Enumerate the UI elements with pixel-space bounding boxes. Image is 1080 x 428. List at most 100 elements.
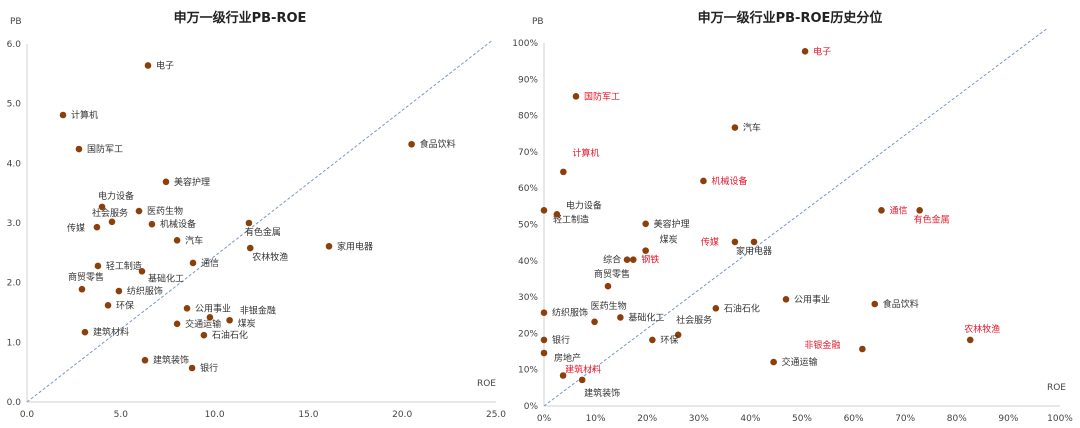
reference-line	[543, 28, 1048, 407]
data-point	[188, 364, 196, 372]
data-label: 汽车	[743, 122, 761, 134]
data-point	[770, 358, 777, 366]
data-label: 美容护理	[654, 218, 690, 230]
data-point	[649, 336, 656, 344]
data-point	[674, 331, 682, 339]
data-label: 交通运输	[782, 356, 818, 368]
y-tick-label: 50%	[518, 221, 538, 231]
data-point	[144, 62, 152, 69]
data-label: 食品饮料	[420, 138, 456, 150]
data-point	[617, 314, 624, 321]
data-point	[712, 305, 720, 312]
data-point	[325, 242, 333, 250]
y-tick-label: 30%	[518, 293, 538, 303]
data-label: 国防军工	[584, 90, 620, 102]
data-label: 建筑材料	[93, 326, 129, 338]
y-tick-label: 1.0	[7, 338, 22, 348]
x-tick-label: 20.0	[392, 410, 412, 420]
data-label: 家用电器	[337, 240, 373, 252]
data-label: 综合	[603, 254, 621, 266]
y-tick-label: 90%	[518, 75, 538, 85]
data-point	[98, 203, 106, 211]
data-point	[604, 282, 612, 290]
data-label: 煤炭	[238, 317, 256, 329]
data-label: 公用事业	[794, 293, 830, 305]
x-tick-label: 40%	[740, 414, 760, 424]
y-tick-label: 40%	[518, 257, 538, 267]
data-label: 国防军工	[87, 143, 123, 155]
data-point	[540, 336, 548, 344]
data-label: 环保	[660, 334, 678, 346]
data-label: 家用电器	[736, 245, 772, 257]
y-tick-label: 80%	[518, 112, 538, 122]
data-label: 建筑装饰	[584, 387, 620, 399]
x-tick-label: 5.0	[114, 410, 129, 420]
y-tick-label: 0%	[524, 402, 539, 412]
data-label: 电力设备	[566, 199, 602, 211]
x-tick-label: 60%	[844, 414, 864, 424]
data-point	[642, 247, 649, 254]
data-label: 通信	[201, 257, 219, 269]
data-label: 非银金融	[804, 339, 840, 351]
data-point	[206, 313, 214, 321]
data-point	[135, 207, 143, 215]
data-point	[629, 256, 637, 264]
data-point	[878, 207, 885, 214]
data-point	[78, 285, 86, 293]
data-point	[591, 318, 598, 326]
data-label: 通信	[889, 204, 907, 216]
x-tick-label: 0.0	[20, 410, 35, 420]
data-label: 传媒	[67, 222, 85, 234]
data-point	[642, 220, 649, 228]
data-label: 基础化工	[148, 272, 184, 284]
data-point	[553, 211, 561, 218]
data-label: 医药生物	[147, 205, 183, 217]
data-label: 非银金融	[240, 304, 276, 316]
data-label: 机械设备	[711, 175, 747, 187]
x-tick-label: 100%	[1047, 414, 1073, 424]
data-label: 农林牧渔	[252, 251, 288, 263]
y-tick-label: 60%	[518, 184, 538, 194]
data-label: 商贸零售	[68, 271, 104, 283]
data-point	[560, 168, 567, 176]
data-label: 美容护理	[174, 176, 210, 188]
x-axis-label: ROE	[477, 379, 496, 389]
chart-title: 申万一级行业PB-ROE	[174, 10, 307, 26]
x-tick-label: 80%	[947, 414, 967, 424]
data-point	[108, 218, 116, 226]
data-point	[104, 302, 112, 309]
data-label: 纺织服饰	[127, 285, 163, 297]
data-label: 机械设备	[160, 218, 196, 230]
data-label: 有色金属	[245, 226, 281, 238]
y-tick-label: 5.0	[7, 100, 22, 110]
data-label: 食品饮料	[883, 298, 919, 310]
data-point	[115, 287, 123, 295]
data-point	[75, 145, 83, 153]
y-tick-label: 2.0	[7, 279, 22, 289]
y-tick-label: 0.0	[7, 398, 22, 408]
data-point	[81, 328, 89, 336]
x-tick-label: 10.0	[205, 410, 225, 420]
data-point	[871, 300, 879, 308]
y-tick-label: 70%	[518, 148, 538, 158]
y-tick-label: 4.0	[7, 159, 22, 169]
x-tick-label: 10%	[586, 414, 606, 424]
x-tick-label: 50%	[792, 414, 812, 424]
y-tick-label: 20%	[518, 329, 538, 339]
data-label: 电子	[156, 59, 174, 71]
data-label: 房地产	[554, 352, 581, 364]
data-point	[173, 237, 181, 244]
data-point	[966, 336, 974, 344]
data-point	[94, 262, 102, 270]
data-label: 汽车	[185, 234, 203, 246]
data-label: 公用事业	[195, 302, 231, 314]
data-label: 交通运输	[185, 318, 221, 330]
data-label: 银行	[552, 334, 570, 346]
data-label: 煤炭	[660, 234, 678, 246]
data-label: 传媒	[701, 236, 719, 248]
data-point	[540, 349, 548, 357]
data-label: 环保	[116, 299, 134, 311]
data-point	[540, 207, 548, 214]
data-point	[750, 238, 758, 246]
